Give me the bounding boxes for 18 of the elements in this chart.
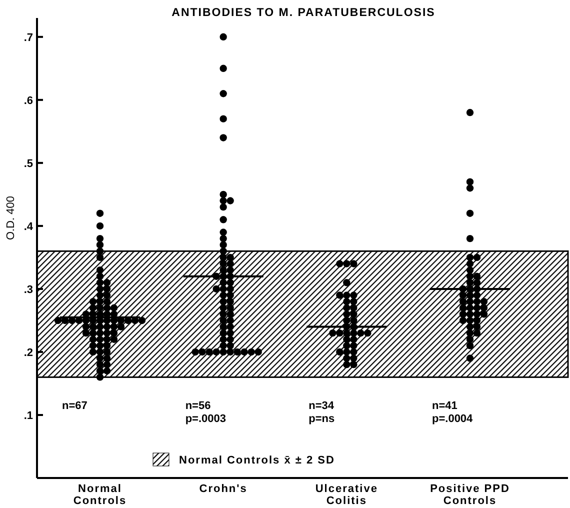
y-tick-label: .3 [24,284,33,296]
annotation: n=56 p=.0003 [185,400,226,425]
x-tick-label: Crohn's [199,483,248,495]
y-tick-label: .5 [24,158,33,170]
x-tick-label: Normal Controls [73,483,127,507]
y-tick-label: .2 [24,346,33,359]
x-tick-label: Positive PPD Controls [430,483,510,507]
chart-title: ANTIBODIES TO M. PARATUBERCULOSIS [172,7,436,19]
x-tick-label: Ulcerative Colitis [315,483,378,507]
y-tick-label: .1 [24,410,33,422]
annotation: n=34 p=ns [308,400,335,425]
annotation: n=67 [62,400,88,412]
y-tick-label: .4 [24,220,34,233]
y-tick-label: .6 [24,94,33,107]
annotation: n=41 p=.0004 [432,400,474,425]
legend-label: Normal Controls x̄ ± 2 SD [179,454,335,466]
y-axis-title: O.D. 400 [5,196,17,240]
y-tick-label: .7 [24,32,33,44]
